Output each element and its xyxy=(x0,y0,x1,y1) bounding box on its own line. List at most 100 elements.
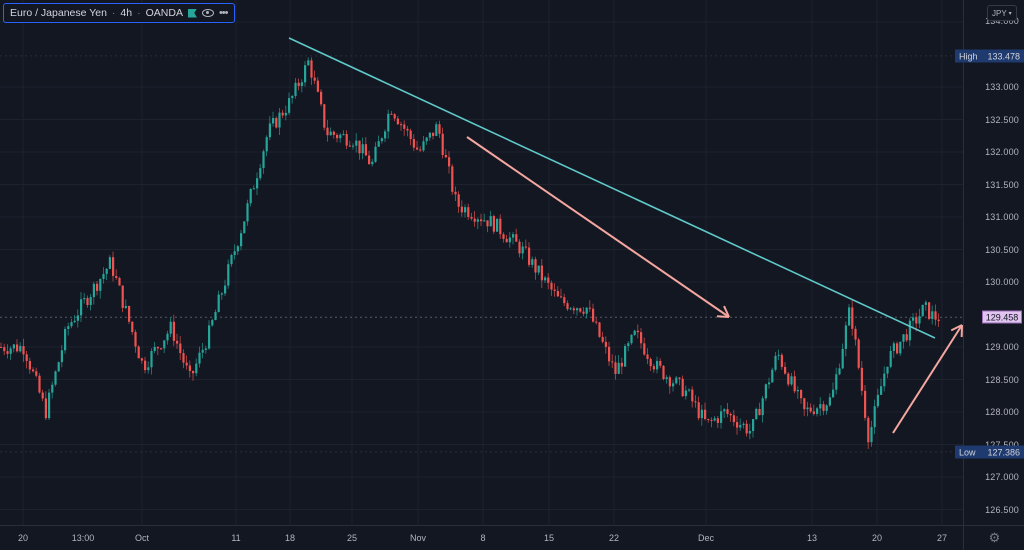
candle-body xyxy=(179,344,181,354)
candle-body xyxy=(698,402,700,418)
candle-body xyxy=(112,257,114,276)
time-tick-label: 8 xyxy=(480,533,485,543)
candle-body xyxy=(710,420,712,421)
candle-body xyxy=(854,329,856,340)
candle-body xyxy=(630,335,632,343)
candle-body xyxy=(915,317,917,323)
candle-body xyxy=(48,393,50,419)
price-tick-label: 130.500 xyxy=(985,245,1019,255)
high-badge: High 133.478 xyxy=(955,50,1024,63)
candle-body xyxy=(509,238,511,243)
candle-body xyxy=(522,247,524,254)
candle-body xyxy=(586,308,588,314)
candle-body xyxy=(246,203,248,221)
interval-label[interactable]: 4h xyxy=(120,7,132,19)
candle-body xyxy=(826,405,828,410)
candle-body xyxy=(259,168,261,178)
chart-pane[interactable]: Euro / Japanese Yen · 4h · OANDA ••• xyxy=(0,0,963,525)
candle-body xyxy=(560,296,562,297)
candle-body xyxy=(605,342,607,347)
candle-body xyxy=(845,325,847,348)
time-tick-label: 27 xyxy=(937,533,947,543)
candle-body xyxy=(387,114,389,132)
down-arrow-annotation[interactable] xyxy=(467,137,729,317)
candle-body xyxy=(96,284,98,291)
time-tick-label: 18 xyxy=(285,533,295,543)
candle-body xyxy=(531,259,533,265)
candle-body xyxy=(746,424,748,434)
candle-body xyxy=(403,124,405,128)
candle-body xyxy=(266,137,268,151)
candle-body xyxy=(173,322,175,341)
candle-body xyxy=(192,371,194,373)
candle-body xyxy=(938,320,940,321)
candle-body xyxy=(458,194,460,206)
last-price-value: 129.458 xyxy=(986,312,1019,322)
candle-body xyxy=(534,259,536,272)
time-tick-label: 15 xyxy=(544,533,554,543)
currency-selector[interactable]: JPY ▾ xyxy=(987,5,1017,21)
candle-body xyxy=(166,334,168,341)
candle-body xyxy=(701,410,703,418)
candle-body xyxy=(397,119,399,125)
candlestick-chart[interactable] xyxy=(0,0,963,525)
price-tick-label: 129.000 xyxy=(985,342,1019,352)
candle-body xyxy=(483,220,485,221)
price-tick-label: 131.500 xyxy=(985,180,1019,190)
candle-body xyxy=(899,342,901,354)
candle-body xyxy=(198,353,200,364)
price-tick-label: 132.500 xyxy=(985,115,1019,125)
candle-body xyxy=(650,359,652,366)
candle-body xyxy=(368,156,370,165)
candle-body xyxy=(637,331,639,332)
candle-body xyxy=(726,409,728,414)
candle-body xyxy=(384,131,386,138)
price-tick-label: 130.000 xyxy=(985,277,1019,287)
eye-icon[interactable] xyxy=(202,9,214,17)
candle-body xyxy=(499,219,501,234)
candle-body xyxy=(349,146,351,147)
candle-body xyxy=(221,293,223,294)
candle-body xyxy=(80,299,82,315)
time-tick-label: 25 xyxy=(347,533,357,543)
candle-body xyxy=(582,312,584,314)
flag-icon[interactable] xyxy=(188,9,197,18)
candle-body xyxy=(557,291,559,296)
candle-body xyxy=(902,334,904,342)
candle-body xyxy=(282,113,284,116)
low-badge: Low 127.386 xyxy=(955,446,1024,459)
candle-body xyxy=(880,386,882,395)
candle-body xyxy=(365,144,367,155)
chart-settings-button[interactable]: ⚙ xyxy=(963,525,1024,550)
time-tick-label: Oct xyxy=(135,533,149,543)
candle-body xyxy=(202,350,204,353)
candle-body xyxy=(230,255,232,264)
candle-body xyxy=(346,134,348,146)
candle-body xyxy=(272,118,274,123)
symbol-name[interactable]: Euro / Japanese Yen xyxy=(10,7,107,19)
candle-body xyxy=(250,189,252,203)
candle-body xyxy=(326,128,328,136)
candle-body xyxy=(182,353,184,363)
candle-body xyxy=(464,207,466,212)
candle-body xyxy=(573,308,575,310)
more-icon[interactable]: ••• xyxy=(219,7,228,19)
candle-body xyxy=(842,349,844,368)
candle-body xyxy=(794,376,796,391)
candle-body xyxy=(256,178,258,188)
symbol-legend[interactable]: Euro / Japanese Yen · 4h · OANDA ••• xyxy=(3,3,235,23)
candle-body xyxy=(928,302,930,319)
candle-body xyxy=(45,398,47,418)
candle-body xyxy=(934,311,936,319)
candle-body xyxy=(787,374,789,385)
candle-body xyxy=(800,390,802,398)
separator-dot: · xyxy=(137,7,141,19)
candle-body xyxy=(838,368,840,374)
candle-body xyxy=(621,363,623,367)
candle-body xyxy=(768,382,770,384)
candle-body xyxy=(506,239,508,242)
trendline[interactable] xyxy=(289,38,935,338)
candle-body xyxy=(390,114,392,115)
candle-body xyxy=(454,192,456,194)
